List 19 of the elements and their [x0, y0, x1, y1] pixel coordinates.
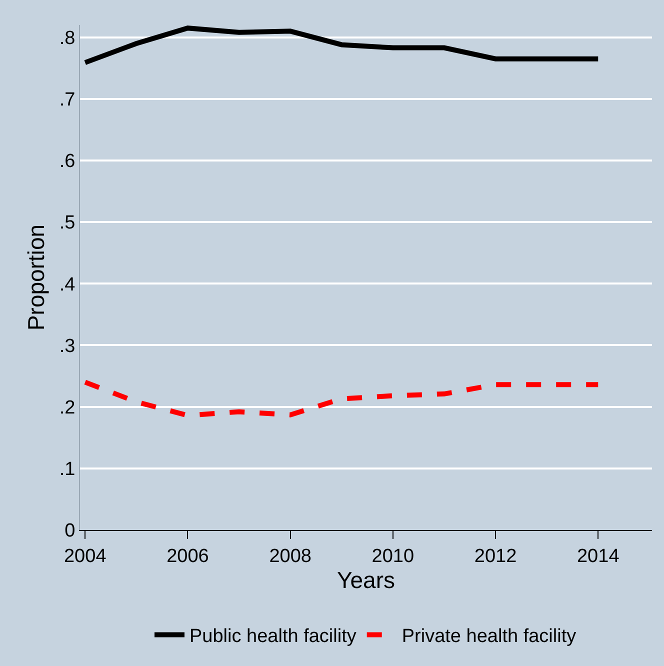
y-axis-title: Proportion: [22, 224, 49, 331]
y-tick-label: .3: [59, 336, 76, 357]
y-tick-label: .1: [59, 459, 76, 480]
y-tick-label: .7: [59, 90, 76, 111]
x-tick-label: 2008: [269, 546, 312, 567]
x-tick-label: 2010: [372, 546, 414, 567]
x-axis-title: Years: [337, 566, 395, 593]
y-tick-label: .8: [59, 28, 76, 49]
y-tick-label: .2: [59, 397, 76, 418]
y-tick-label: 0: [64, 520, 76, 542]
x-tick-label: 2014: [576, 546, 620, 567]
x-tick-label: 2004: [64, 546, 107, 567]
x-tick-label: 2006: [166, 546, 209, 567]
x-tick-label: 2012: [474, 546, 517, 567]
legend-label: Public health facility: [190, 626, 357, 648]
y-tick-label: .5: [59, 212, 76, 234]
y-tick-label: .4: [59, 274, 76, 296]
y-tick-label: .6: [59, 151, 76, 172]
legend-label: Private health facility: [402, 626, 577, 648]
